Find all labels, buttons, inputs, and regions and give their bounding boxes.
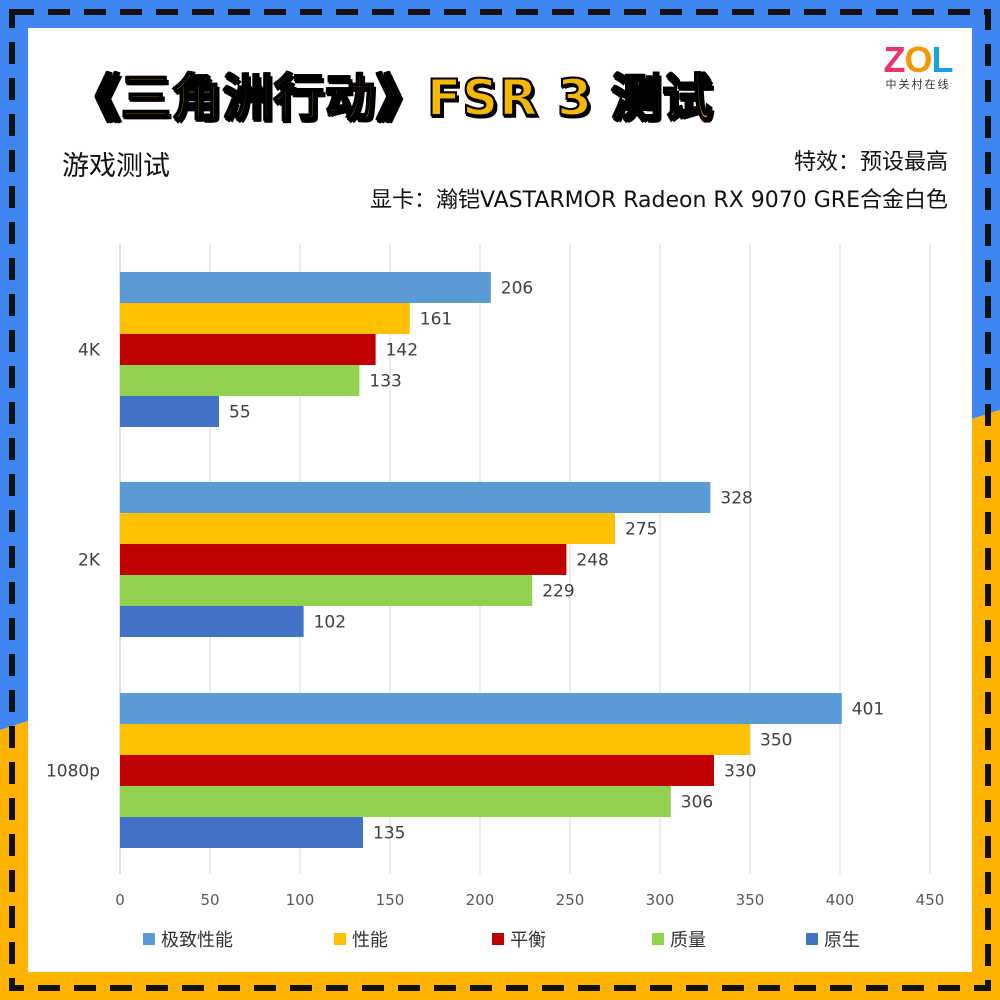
bar (120, 755, 714, 786)
data-label: 330 (724, 762, 756, 782)
bar (120, 693, 842, 724)
legend-swatch (652, 933, 664, 945)
data-label: 102 (314, 613, 346, 633)
legend-swatch (492, 933, 504, 945)
x-tick-label: 100 (286, 891, 315, 909)
data-label: 142 (386, 341, 418, 361)
data-label: 248 (576, 551, 608, 571)
data-label: 133 (369, 372, 401, 392)
legend-label: 性能 (352, 930, 388, 951)
data-label: 401 (852, 700, 884, 720)
bar (120, 606, 304, 637)
x-tick-label: 0 (115, 891, 125, 909)
legend-item: 平衡 (492, 926, 546, 952)
x-tick-label: 150 (376, 891, 405, 909)
bar (120, 724, 750, 755)
legend-label: 极致性能 (161, 930, 233, 951)
zol-logo: ZOL 中关村在线 (872, 42, 964, 94)
data-label: 55 (229, 403, 251, 423)
chart-subtitle: 游戏测试 (62, 151, 170, 182)
legend-swatch (334, 933, 346, 945)
legend-item: 性能 (334, 926, 388, 952)
x-tick-label: 300 (646, 891, 675, 909)
data-label: 350 (760, 731, 792, 751)
data-label: 135 (373, 824, 405, 844)
data-label: 206 (501, 279, 533, 299)
x-tick-label: 200 (466, 891, 495, 909)
legend-label: 平衡 (510, 930, 546, 951)
logo-letter-l: L (931, 39, 954, 80)
x-tick-label: 250 (556, 891, 585, 909)
bar (120, 303, 410, 334)
y-category-label: 4K (78, 341, 101, 361)
bar (120, 365, 360, 396)
data-label: 306 (681, 793, 713, 813)
bar (120, 817, 363, 848)
data-label: 328 (720, 489, 752, 509)
legend-item: 质量 (652, 926, 706, 952)
data-label: 161 (420, 310, 452, 330)
legend-label: 质量 (670, 930, 706, 951)
logo-subtext: 中关村在线 (885, 78, 951, 91)
data-label: 275 (625, 520, 657, 540)
bar (120, 544, 567, 575)
y-category-label: 1080p (46, 762, 100, 782)
page-title: 《三角洲行动》FSR 3 测试 (69, 68, 714, 128)
x-tick-label: 450 (916, 891, 945, 909)
bar (120, 482, 711, 513)
bar (120, 334, 376, 365)
y-category-label: 2K (78, 551, 101, 571)
legend-item: 极致性能 (143, 926, 233, 952)
x-tick-label: 350 (736, 891, 765, 909)
data-label: 229 (542, 582, 574, 602)
logo-mark: ZOL (872, 42, 964, 78)
legend-swatch (143, 933, 155, 945)
legend-item: 原生 (806, 926, 860, 952)
chart-legend: 极致性能 性能 平衡 质量 原生 (0, 926, 1000, 952)
legend-swatch (806, 933, 818, 945)
bar (120, 272, 491, 303)
bar (120, 575, 533, 606)
bar (120, 513, 615, 544)
x-tick-label: 50 (200, 891, 219, 909)
x-tick-label: 400 (826, 891, 855, 909)
logo-letter-z: Z (883, 39, 905, 80)
bar (120, 396, 219, 427)
effects-setting: 特效：预设最高 (793, 150, 948, 175)
legend-label: 原生 (824, 930, 860, 951)
gpu-label: 显卡：瀚铠VASTARMOR Radeon RX 9070 GRE合金白色 (369, 188, 948, 213)
logo-letter-o: O (904, 39, 932, 80)
bar (120, 786, 671, 817)
